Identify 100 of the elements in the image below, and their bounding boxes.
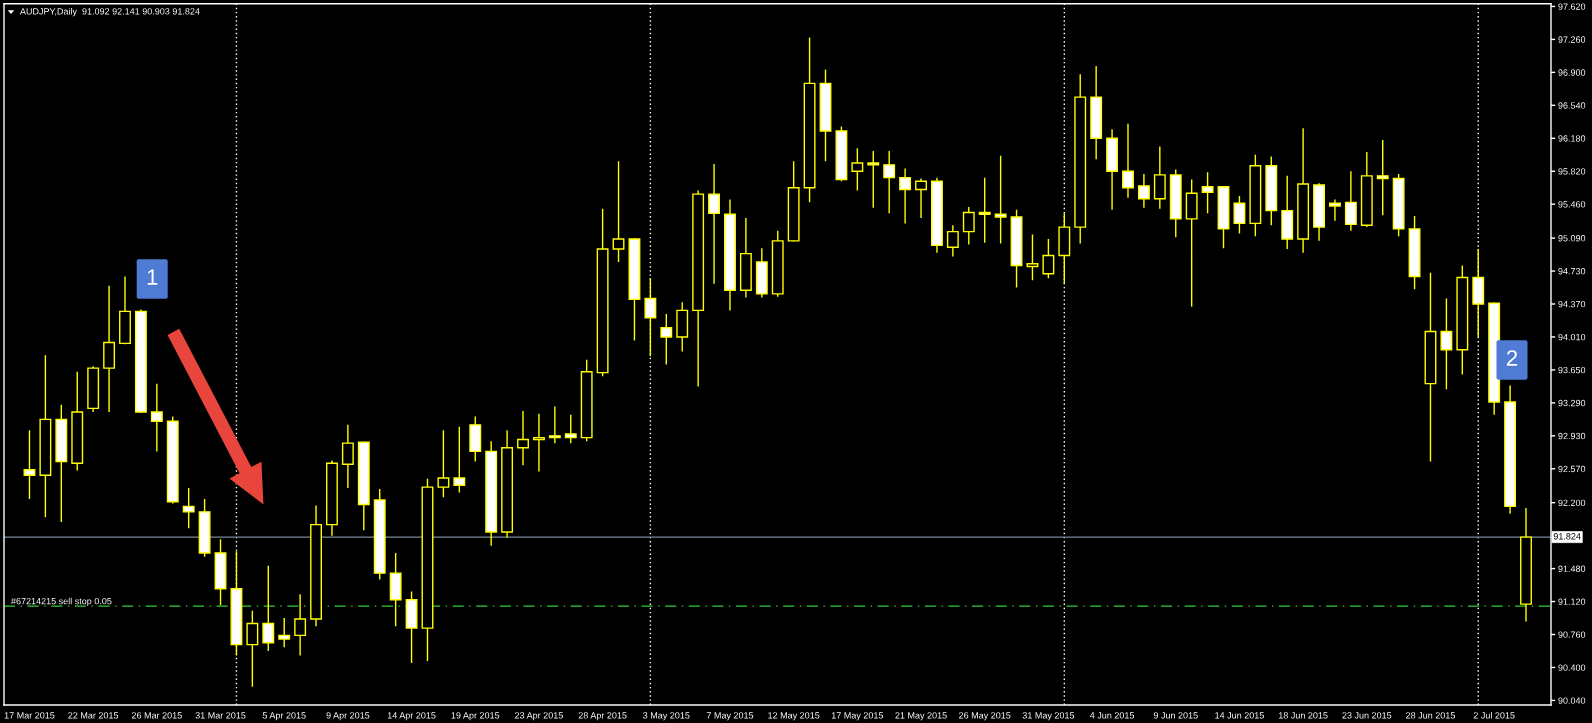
candlestick: [1074, 73, 1087, 245]
y-tick-label: 96.900: [1558, 69, 1586, 76]
candlestick: [771, 230, 784, 298]
candlestick: [1122, 122, 1134, 199]
candlestick: [1058, 212, 1071, 285]
x-tick-label: 28 Jun 2015: [1406, 712, 1455, 719]
y-tick-label: 96.540: [1558, 102, 1586, 109]
candlestick: [867, 150, 880, 209]
candlestick: [1520, 507, 1532, 623]
candlestick: [1233, 195, 1246, 235]
candlestick: [517, 410, 529, 466]
candlestick: [612, 160, 625, 263]
candlestick: [978, 176, 991, 244]
x-tick-label: 31 May 2015: [1022, 712, 1075, 721]
candlestick: [1344, 170, 1357, 232]
x-tick-label: 21 May 2015: [895, 712, 947, 721]
candlestick: [1440, 297, 1453, 390]
x-tick-label: 7 May 2015: [706, 712, 754, 721]
candlestick: [166, 415, 179, 505]
y-tick-label: 90.040: [1558, 697, 1586, 704]
candlestick: [596, 208, 609, 378]
candlestick: [246, 610, 259, 688]
candlestick: [421, 478, 434, 662]
candlestick: [1010, 209, 1023, 289]
candlestick: [692, 189, 705, 388]
candlestick: [341, 424, 354, 489]
candlestick: [548, 405, 561, 444]
candlestick: [134, 308, 147, 414]
candlestick: [1185, 178, 1198, 308]
candlestick: [39, 354, 52, 519]
candlestick: [628, 237, 641, 342]
candlestick: [946, 224, 959, 258]
candlestick: [1504, 384, 1517, 515]
candlestick: [71, 371, 84, 472]
candlestick: [262, 565, 275, 652]
candlestick: [676, 301, 689, 353]
x-tick-label: 14 Apr 2015: [387, 712, 436, 721]
candlestick: [405, 590, 418, 664]
candlestick: [1137, 173, 1150, 209]
x-tick-label: 9 Apr 2015: [326, 712, 370, 721]
candlestick: [1106, 128, 1119, 211]
candlestick: [469, 415, 482, 463]
candlestick: [485, 440, 498, 547]
candlestick: [389, 552, 402, 627]
candlestick: [1217, 185, 1230, 249]
candlestick: [182, 487, 195, 529]
x-tick-label: 17 Mar 2015: [4, 712, 55, 719]
annotation: 2: [1506, 350, 1518, 366]
candlestick: [1042, 238, 1055, 280]
y-tick-label: 94.010: [1558, 333, 1586, 341]
x-tick-label: 17 May 2015: [831, 712, 884, 721]
y-tick-label: 90.760: [1558, 631, 1586, 638]
candlestick: [103, 284, 116, 413]
candlestick: [453, 425, 466, 494]
y-tick-label: 95.090: [1558, 235, 1586, 242]
candlestick: [1313, 182, 1325, 242]
candlestick: [87, 365, 100, 413]
candlestick: [326, 459, 338, 537]
y-tick-label: 96.180: [1558, 135, 1586, 142]
candlestick: [755, 247, 768, 299]
candlestick: [119, 275, 131, 345]
candlestick: [1392, 173, 1405, 237]
x-tick-label: 3 May 2015: [643, 712, 690, 721]
candlestick: [437, 429, 450, 498]
candlestick: [644, 277, 657, 357]
candlestick: [787, 160, 800, 243]
y-tick-label: 91.120: [1558, 598, 1586, 605]
candlestick: [1456, 264, 1469, 376]
candlestick: [501, 429, 514, 539]
candlestick: [23, 429, 36, 500]
candlestick: [994, 154, 1007, 245]
y-tick-label: 92.200: [1558, 499, 1586, 507]
x-tick-label: 4 Jun 2015: [1089, 712, 1135, 719]
y-tick-label: 97.620: [1558, 3, 1586, 10]
candlestick: [1424, 272, 1437, 463]
candlestick: [1297, 127, 1310, 254]
x-tick-label: 2 Jul 2015: [1473, 711, 1515, 719]
x-tick-label: 23 Jun 2015: [1342, 712, 1392, 719]
candlestick: [724, 198, 736, 312]
y-tick-label: 91.480: [1558, 565, 1586, 572]
candlestick: [564, 414, 577, 444]
y-tick-label: 92.930: [1558, 432, 1586, 440]
y-tick-label: 90.400: [1558, 664, 1586, 671]
x-tick-label: 26 May 2015: [959, 712, 1011, 721]
x-tick-label: 22 Mar 2015: [68, 712, 119, 719]
y-tick-label: 93.290: [1558, 399, 1586, 407]
candlestick: [310, 504, 322, 627]
candlestick: [962, 206, 975, 246]
candlestick: [294, 593, 307, 657]
candlestick: [1026, 233, 1039, 281]
annotation: 1: [147, 269, 158, 285]
candlestick: [150, 382, 163, 453]
x-tick-label: 26 Mar 2015: [131, 712, 182, 719]
x-tick-label: 14 Jun 2015: [1215, 712, 1264, 719]
candlestick: [915, 177, 927, 219]
candlestick: [1090, 65, 1103, 161]
chart-title: AUDJPY,Daily 91.092 92.141 90.903 91.824: [19, 7, 200, 17]
candlestick: [930, 176, 943, 254]
y-tick-label: 95.820: [1558, 168, 1586, 175]
x-tick-label: 19 Apr 2015: [451, 712, 500, 721]
